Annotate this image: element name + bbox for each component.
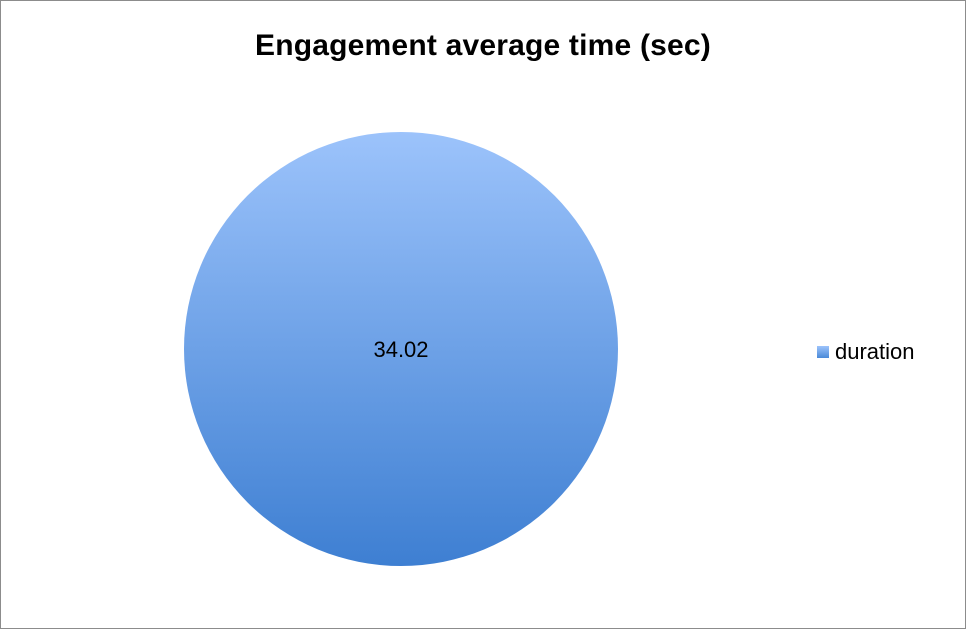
legend-swatch-duration [817, 346, 829, 358]
legend-label-duration: duration [835, 339, 915, 364]
legend: duration [817, 339, 915, 365]
chart-title: Engagement average time (sec) [255, 29, 711, 62]
data-label-duration: 34.02 [373, 337, 428, 362]
pie-slice-duration [184, 132, 618, 566]
